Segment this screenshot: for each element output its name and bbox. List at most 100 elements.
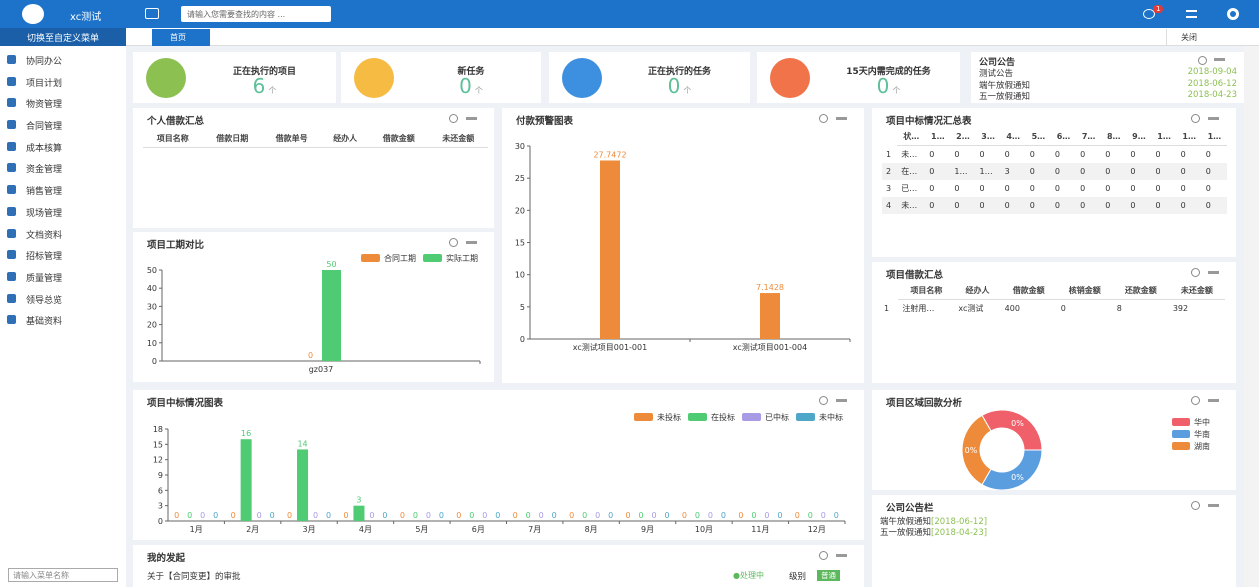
loan-summary-panel: 个人借款汇总 项目名称 借款日期 借款单号 经办人 借款金额 未还金额: [133, 108, 494, 228]
level-badge: 普通: [817, 570, 840, 581]
message-icon[interactable]: [1143, 9, 1155, 19]
menu-item[interactable]: 协同办公: [0, 50, 126, 72]
legend-label: 合同工期: [384, 253, 416, 263]
menu-toggle[interactable]: [145, 8, 159, 19]
table-row: 1 未… 0 0 0 0 0 0 0 0 0 0 0 0: [882, 146, 1227, 164]
data-label: 0: [595, 511, 600, 520]
settings-icon[interactable]: [1227, 8, 1239, 20]
scrollbar[interactable]: [1244, 46, 1259, 587]
request-title: 关于【合同变更】的审批: [147, 572, 241, 582]
legend-label: 华南: [1194, 429, 1210, 439]
collapse-icon: [836, 554, 847, 557]
menu-item[interactable]: 基础资料: [0, 310, 126, 332]
notice-title: 端午放假通知: [979, 80, 1031, 91]
table-cell: 0: [1080, 201, 1086, 210]
stat-value: 0: [459, 74, 472, 98]
notice-item[interactable]: 五一放假通知 2018-04-23: [979, 90, 1237, 102]
refresh-icon[interactable]: [1191, 396, 1200, 405]
data-label: 0: [526, 511, 531, 520]
board-item[interactable]: 五一放假通知[2018-04-23]: [880, 526, 1220, 538]
table-cell: 0: [1004, 184, 1010, 193]
menu-icon[interactable]: [1186, 10, 1197, 18]
header-row: 项目名称 经办人 借款金额 核销金额 还款金额 未还金额: [880, 282, 1225, 300]
table-cell: 0: [1080, 150, 1086, 159]
x-tick-label: 6月: [472, 525, 485, 534]
table-cell: 0: [1004, 150, 1010, 159]
menu-search-placeholder: 请输入菜单名称: [13, 571, 69, 580]
table-cell: 1: [884, 303, 890, 313]
refresh-icon[interactable]: [819, 396, 828, 405]
menu-item[interactable]: 领导总览: [0, 289, 126, 311]
request-item[interactable]: 关于【合同变更】的审批 ●处理中 级别 普通: [147, 570, 852, 582]
notice-title: 测试公告: [979, 69, 1014, 79]
menu-icon: [7, 206, 16, 216]
table-wrap: 项目名称 经办人 借款金额 核销金额 还款金额 未还金额 1 注射用… xc测试 400 0 8 392: [880, 282, 1225, 317]
data-label: 0: [721, 511, 726, 520]
sidebar: 切换至自定义菜单 协同办公 项目计划 物资管理 合同管理 成本核算 资金管理销售管理现场管…: [0, 28, 126, 587]
menu-icon: [7, 185, 16, 195]
menu-item[interactable]: 成本核算: [0, 137, 126, 159]
collapse-icon: [466, 117, 477, 120]
menu-icon: [7, 228, 16, 238]
notice-board-list: 端午放假通知[2018-06-12] 五一放假通知[2018-04-23]: [880, 515, 1220, 538]
menu-search[interactable]: 请输入菜单名称: [8, 568, 118, 582]
table-cell: 0: [1080, 167, 1086, 176]
data-label: 0: [808, 511, 813, 520]
y-tick-label: 5: [520, 303, 525, 312]
collapse-icon: [466, 241, 477, 244]
refresh-icon[interactable]: [1191, 114, 1200, 123]
header-cell: [882, 128, 897, 146]
menu-label: 销售管理: [26, 187, 63, 198]
switch-menu[interactable]: 切换至自定义菜单: [0, 28, 126, 46]
data-label: 0: [200, 511, 205, 520]
table-cell: 0: [1054, 184, 1061, 193]
notice-item[interactable]: 测试公告 2018-09-04: [979, 67, 1237, 79]
menu-item[interactable]: 项目计划: [0, 72, 126, 94]
panel-title: 项目借款汇总: [886, 270, 944, 281]
bar: [600, 160, 620, 339]
x-tick-label: 5月: [415, 525, 428, 534]
notice-item[interactable]: 端午放假通知 2018-06-12: [979, 79, 1237, 91]
menu-item[interactable]: 物资管理: [0, 93, 126, 115]
menu-item[interactable]: 现场管理: [0, 202, 126, 224]
header-cell: 2…: [950, 128, 976, 146]
table-cell: 0: [1054, 167, 1061, 176]
menu-item[interactable]: 质量管理: [0, 267, 126, 289]
table-cell: 0: [1180, 184, 1186, 193]
refresh-icon[interactable]: [449, 238, 458, 247]
payment-panel: 付款预警图表 0 5 10 15 20 25 30 xc测试项目001-001 27.7472 xc…: [502, 108, 864, 383]
menu-item[interactable]: 销售管理: [0, 180, 126, 202]
menu-icon: [7, 271, 16, 281]
board-item[interactable]: 端午放假通知[2018-06-12]: [880, 515, 1220, 527]
refresh-icon[interactable]: [819, 114, 828, 123]
menu-item[interactable]: 资金管理: [0, 158, 126, 180]
menu-item[interactable]: 合同管理: [0, 115, 126, 137]
home-tab[interactable]: 首页: [152, 29, 210, 46]
data-label: 0: [343, 511, 348, 520]
table-cell: 0: [979, 184, 985, 193]
panel-title: 项目区域回款分析: [886, 398, 963, 409]
search-box[interactable]: 请输入您需要查找的内容 ...: [181, 6, 331, 22]
menu-item[interactable]: 招标管理: [0, 245, 126, 267]
menu-item[interactable]: 文档资料: [0, 224, 126, 246]
table-cell: 未…: [901, 201, 918, 210]
menu-icon: [7, 293, 16, 303]
table-cell: 0: [1105, 167, 1111, 176]
refresh-icon[interactable]: [1191, 501, 1200, 510]
y-tick-label: 25: [515, 174, 525, 183]
notice-list: 测试公告 2018-09-04 端午放假通知 2018-06-12 五一放假通知 2018…: [979, 67, 1237, 102]
y-tick-label: 3: [158, 502, 163, 511]
table-cell: 0: [929, 167, 935, 176]
legend-label: 未中标: [819, 412, 843, 422]
refresh-icon[interactable]: [1191, 268, 1200, 277]
close-button[interactable]: 关闭: [1166, 29, 1226, 45]
legend-label: 实际工期: [446, 253, 478, 263]
data-label: 0: [213, 511, 218, 520]
table-cell: 4: [886, 201, 892, 210]
refresh-icon[interactable]: [819, 551, 828, 560]
x-tick-label: 11月: [751, 525, 769, 534]
legend-label: 已中标: [765, 412, 789, 422]
refresh-icon[interactable]: [449, 114, 458, 123]
y-tick-label: 15: [515, 239, 525, 248]
collapse-icon: [836, 399, 847, 402]
